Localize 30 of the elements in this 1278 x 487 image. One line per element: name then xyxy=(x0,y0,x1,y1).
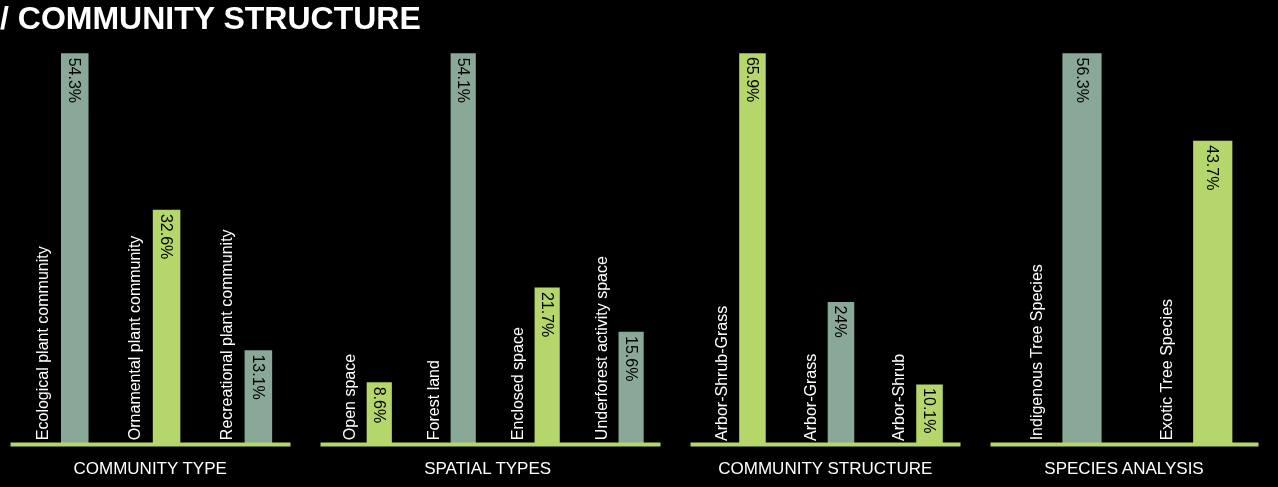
x-tick-label: Arbor-Shrub xyxy=(890,353,908,441)
data-label: 54.1% xyxy=(454,57,472,104)
chart-title: / COMMUNITY STRUCTURE xyxy=(0,0,421,36)
data-label: 8.6% xyxy=(370,386,388,424)
x-tick-label: Ornamental plant community xyxy=(125,235,143,441)
data-label: 54.3% xyxy=(66,57,84,104)
x-tick-label: Indigenous Tree Species xyxy=(1027,264,1045,441)
data-label: 43.7% xyxy=(1204,145,1222,191)
bar xyxy=(450,53,476,445)
data-label: 24% xyxy=(832,305,850,338)
data-label: 13.1% xyxy=(249,354,267,400)
data-label: 21.7% xyxy=(538,291,556,338)
x-tick-label: Enclosed space xyxy=(509,327,527,441)
data-label: 10.1% xyxy=(921,388,939,434)
data-label: 56.3% xyxy=(1073,57,1091,103)
data-label: 15.6% xyxy=(622,336,640,382)
data-label: 65.9% xyxy=(743,56,761,103)
x-tick-label: Open space xyxy=(341,353,359,441)
data-label: 32.6% xyxy=(158,213,176,260)
x-tick-label: Underforest activity space xyxy=(593,255,611,441)
x-tick-label: Ecological plant community xyxy=(34,246,52,441)
x-axis-title: SPECIES ANALYSIS xyxy=(1044,458,1204,478)
x-axis-title: COMMUNITY TYPE xyxy=(73,458,227,478)
x-tick-label: Arbor-Grass xyxy=(801,353,819,441)
x-axis-title: SPATIAL TYPES xyxy=(424,458,552,478)
x-tick-label: Recreational plant community xyxy=(217,229,235,441)
x-tick-label: Forest land xyxy=(425,360,443,441)
x-tick-label: Arbor-Shrub-Grass xyxy=(712,305,730,441)
x-axis-title: COMMUNITY STRUCTURE xyxy=(718,458,933,478)
x-tick-label: Exotic Tree Species xyxy=(1158,298,1176,441)
